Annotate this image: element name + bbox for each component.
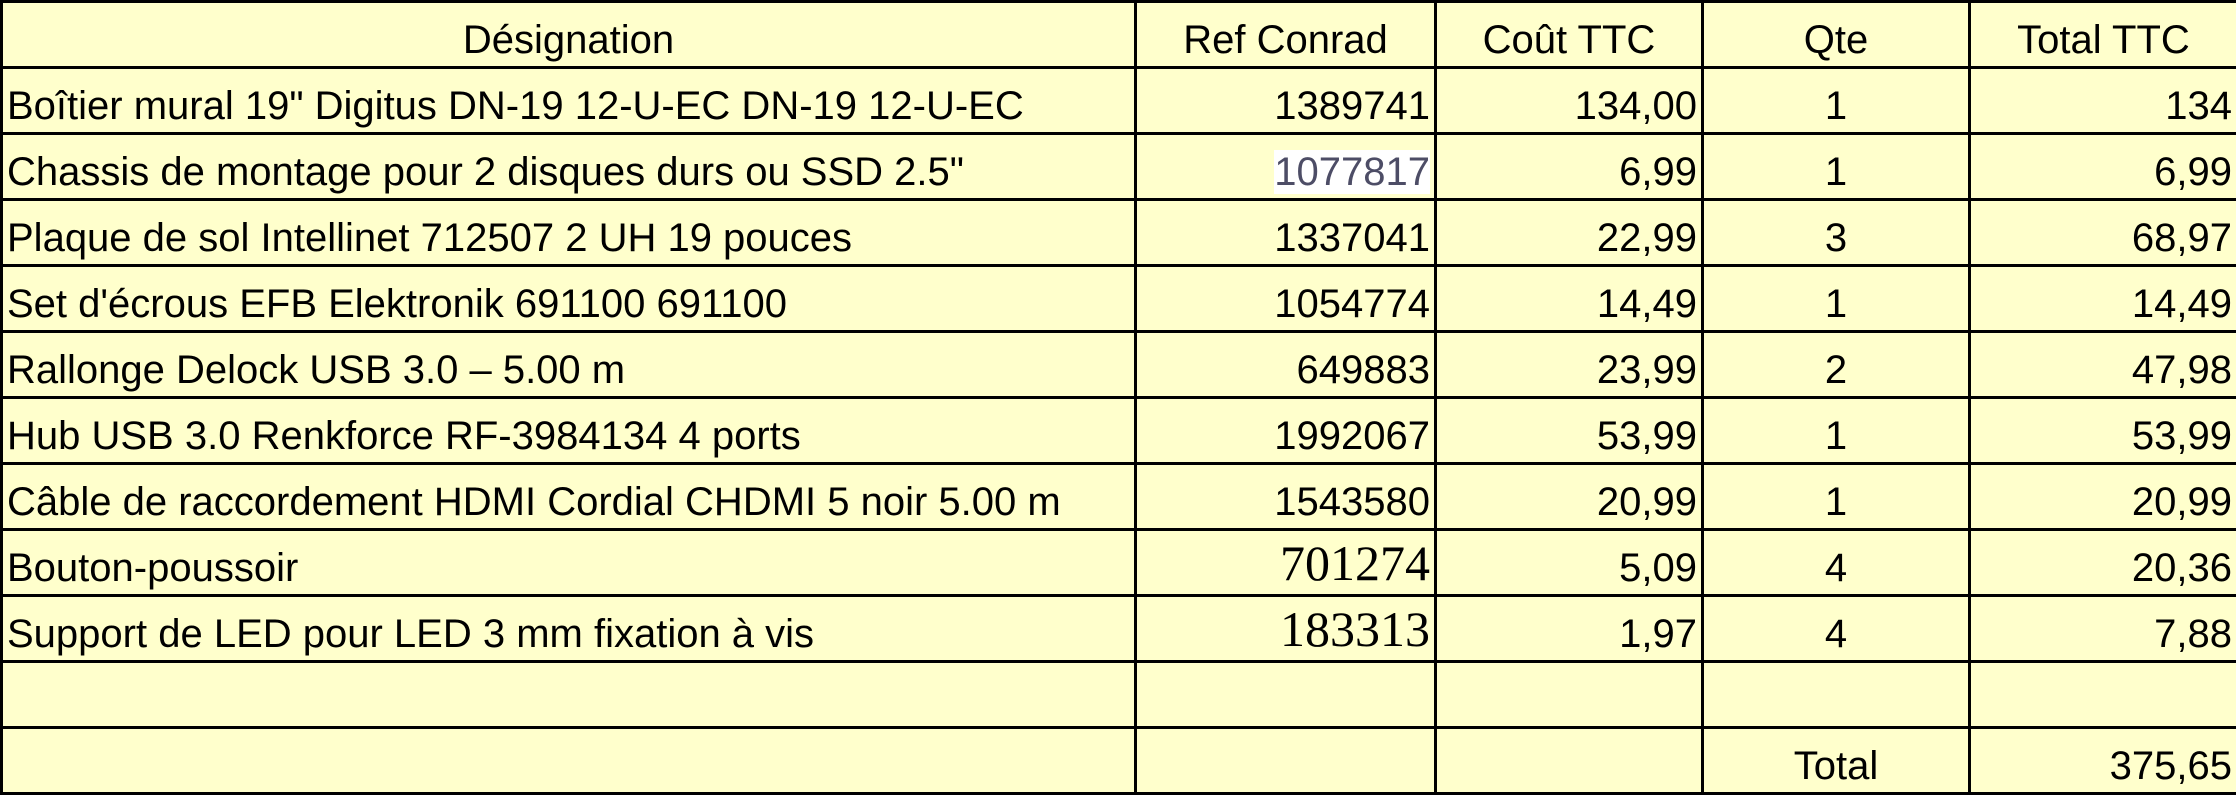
- cell-ref-selected[interactable]: 1077817: [1136, 134, 1436, 200]
- cell-qte[interactable]: 1: [1703, 464, 1970, 530]
- empty-cell[interactable]: [1436, 728, 1703, 794]
- cell-ref[interactable]: 1543580: [1136, 464, 1436, 530]
- cell-designation[interactable]: Rallonge Delock USB 3.0 – 5.00 m: [2, 332, 1136, 398]
- empty-cell[interactable]: [2, 728, 1136, 794]
- cell-total[interactable]: 14,49: [1970, 266, 2236, 332]
- cell-cout[interactable]: 6,99: [1436, 134, 1703, 200]
- cell-designation[interactable]: Boîtier mural 19" Digitus DN-19 12-U-EC …: [2, 68, 1136, 134]
- table-row: Plaque de sol Intellinet 712507 2 UH 19 …: [2, 200, 2236, 266]
- cell-total[interactable]: 6,99: [1970, 134, 2236, 200]
- table-row: Support de LED pour LED 3 mm fixation à …: [2, 596, 2236, 662]
- cell-total[interactable]: 7,88: [1970, 596, 2236, 662]
- cell-cout[interactable]: 23,99: [1436, 332, 1703, 398]
- cell-designation[interactable]: Set d'écrous EFB Elektronik 691100 69110…: [2, 266, 1136, 332]
- table-row: Set d'écrous EFB Elektronik 691100 69110…: [2, 266, 2236, 332]
- cell-total[interactable]: 68,97: [1970, 200, 2236, 266]
- cell-qte[interactable]: 1: [1703, 398, 1970, 464]
- header-cout-ttc[interactable]: Coût TTC: [1436, 2, 1703, 68]
- cell-ref[interactable]: 649883: [1136, 332, 1436, 398]
- cell-cout[interactable]: 134,00: [1436, 68, 1703, 134]
- cell-ref[interactable]: 1054774: [1136, 266, 1436, 332]
- cell-cout[interactable]: 5,09: [1436, 530, 1703, 596]
- header-qte[interactable]: Qte: [1703, 2, 1970, 68]
- cell-ref[interactable]: 1389741: [1136, 68, 1436, 134]
- empty-cell[interactable]: [1136, 662, 1436, 728]
- cell-total[interactable]: 20,36: [1970, 530, 2236, 596]
- cell-ref[interactable]: 1337041: [1136, 200, 1436, 266]
- cell-designation[interactable]: Support de LED pour LED 3 mm fixation à …: [2, 596, 1136, 662]
- cell-designation[interactable]: Câble de raccordement HDMI Cordial CHDMI…: [2, 464, 1136, 530]
- cell-ref[interactable]: 183313: [1136, 596, 1436, 662]
- total-row: Total 375,65: [2, 728, 2236, 794]
- total-label[interactable]: Total: [1703, 728, 1970, 794]
- empty-row: [2, 662, 2236, 728]
- table-row: Rallonge Delock USB 3.0 – 5.00 m 649883 …: [2, 332, 2236, 398]
- cell-total[interactable]: 20,99: [1970, 464, 2236, 530]
- cell-designation[interactable]: Plaque de sol Intellinet 712507 2 UH 19 …: [2, 200, 1136, 266]
- empty-cell[interactable]: [1436, 662, 1703, 728]
- cell-cout[interactable]: 14,49: [1436, 266, 1703, 332]
- table-row: Hub USB 3.0 Renkforce RF-3984134 4 ports…: [2, 398, 2236, 464]
- cell-ref[interactable]: 1992067: [1136, 398, 1436, 464]
- empty-cell[interactable]: [1970, 662, 2236, 728]
- cell-qte[interactable]: 1: [1703, 68, 1970, 134]
- cell-total[interactable]: 134: [1970, 68, 2236, 134]
- cell-cout[interactable]: 53,99: [1436, 398, 1703, 464]
- cell-ref[interactable]: 701274: [1136, 530, 1436, 596]
- cell-qte[interactable]: 2: [1703, 332, 1970, 398]
- selected-ref-text: 1077817: [1274, 150, 1430, 194]
- cell-qte[interactable]: 4: [1703, 596, 1970, 662]
- cell-qte[interactable]: 3: [1703, 200, 1970, 266]
- cell-qte[interactable]: 4: [1703, 530, 1970, 596]
- header-total-ttc[interactable]: Total TTC: [1970, 2, 2236, 68]
- header-designation[interactable]: Désignation: [2, 2, 1136, 68]
- empty-cell[interactable]: [1703, 662, 1970, 728]
- cell-designation[interactable]: Bouton-poussoir: [2, 530, 1136, 596]
- table-row: Boîtier mural 19" Digitus DN-19 12-U-EC …: [2, 68, 2236, 134]
- header-row: Désignation Ref Conrad Coût TTC Qte Tota…: [2, 2, 2236, 68]
- table-row: Bouton-poussoir 701274 5,09 4 20,36: [2, 530, 2236, 596]
- empty-cell[interactable]: [2, 662, 1136, 728]
- cell-total[interactable]: 53,99: [1970, 398, 2236, 464]
- cell-cout[interactable]: 20,99: [1436, 464, 1703, 530]
- grand-total-value[interactable]: 375,65: [1970, 728, 2236, 794]
- header-ref-conrad[interactable]: Ref Conrad: [1136, 2, 1436, 68]
- cell-total[interactable]: 47,98: [1970, 332, 2236, 398]
- table-row: Chassis de montage pour 2 disques durs o…: [2, 134, 2236, 200]
- cell-qte[interactable]: 1: [1703, 266, 1970, 332]
- cell-designation[interactable]: Hub USB 3.0 Renkforce RF-3984134 4 ports: [2, 398, 1136, 464]
- cell-designation[interactable]: Chassis de montage pour 2 disques durs o…: [2, 134, 1136, 200]
- cell-qte[interactable]: 1: [1703, 134, 1970, 200]
- table-row: Câble de raccordement HDMI Cordial CHDMI…: [2, 464, 2236, 530]
- cell-cout[interactable]: 22,99: [1436, 200, 1703, 266]
- empty-cell[interactable]: [1136, 728, 1436, 794]
- cell-cout[interactable]: 1,97: [1436, 596, 1703, 662]
